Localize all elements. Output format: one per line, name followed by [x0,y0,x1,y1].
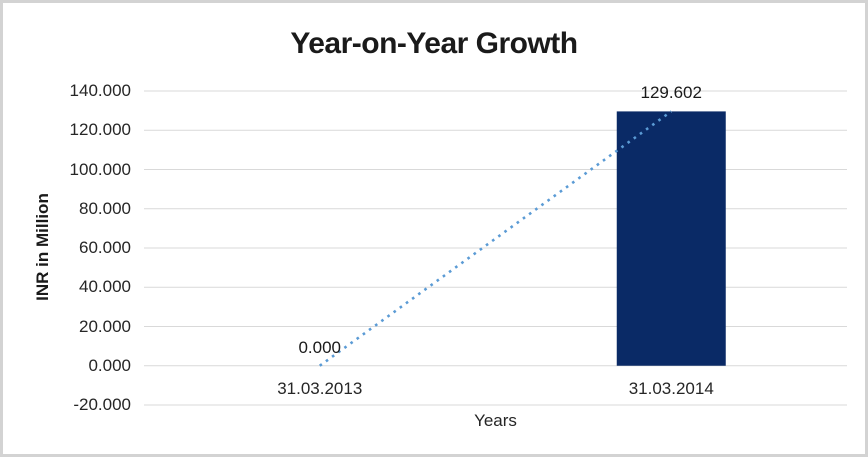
data-label: 0.000 [298,337,342,357]
plot-area [144,90,847,406]
x-axis-title: Years [474,411,517,430]
y-axis-tick-label: 140.000 [69,81,131,100]
y-axis-tick-label: 60.000 [79,238,131,257]
y-axis-tick-label: 0.000 [88,355,131,375]
x-axis-category-label: 31.03.2014 [628,379,714,398]
chart-title: Year-on-Year Growth [290,27,578,60]
x-axis-category-label: 31.03.2013 [277,379,363,398]
y-axis-tick-label: 20.000 [79,316,131,336]
y-axis-tick-label: 120.000 [69,120,131,140]
y-axis-tick-label: -20.000 [73,395,131,414]
y-axis-tick-label: 100.000 [69,159,131,179]
data-label: 129.602 [640,83,702,103]
y-axis-tick-label: 40.000 [79,277,131,297]
bar [616,111,726,366]
y-axis-tick-label: 80.000 [79,198,131,218]
